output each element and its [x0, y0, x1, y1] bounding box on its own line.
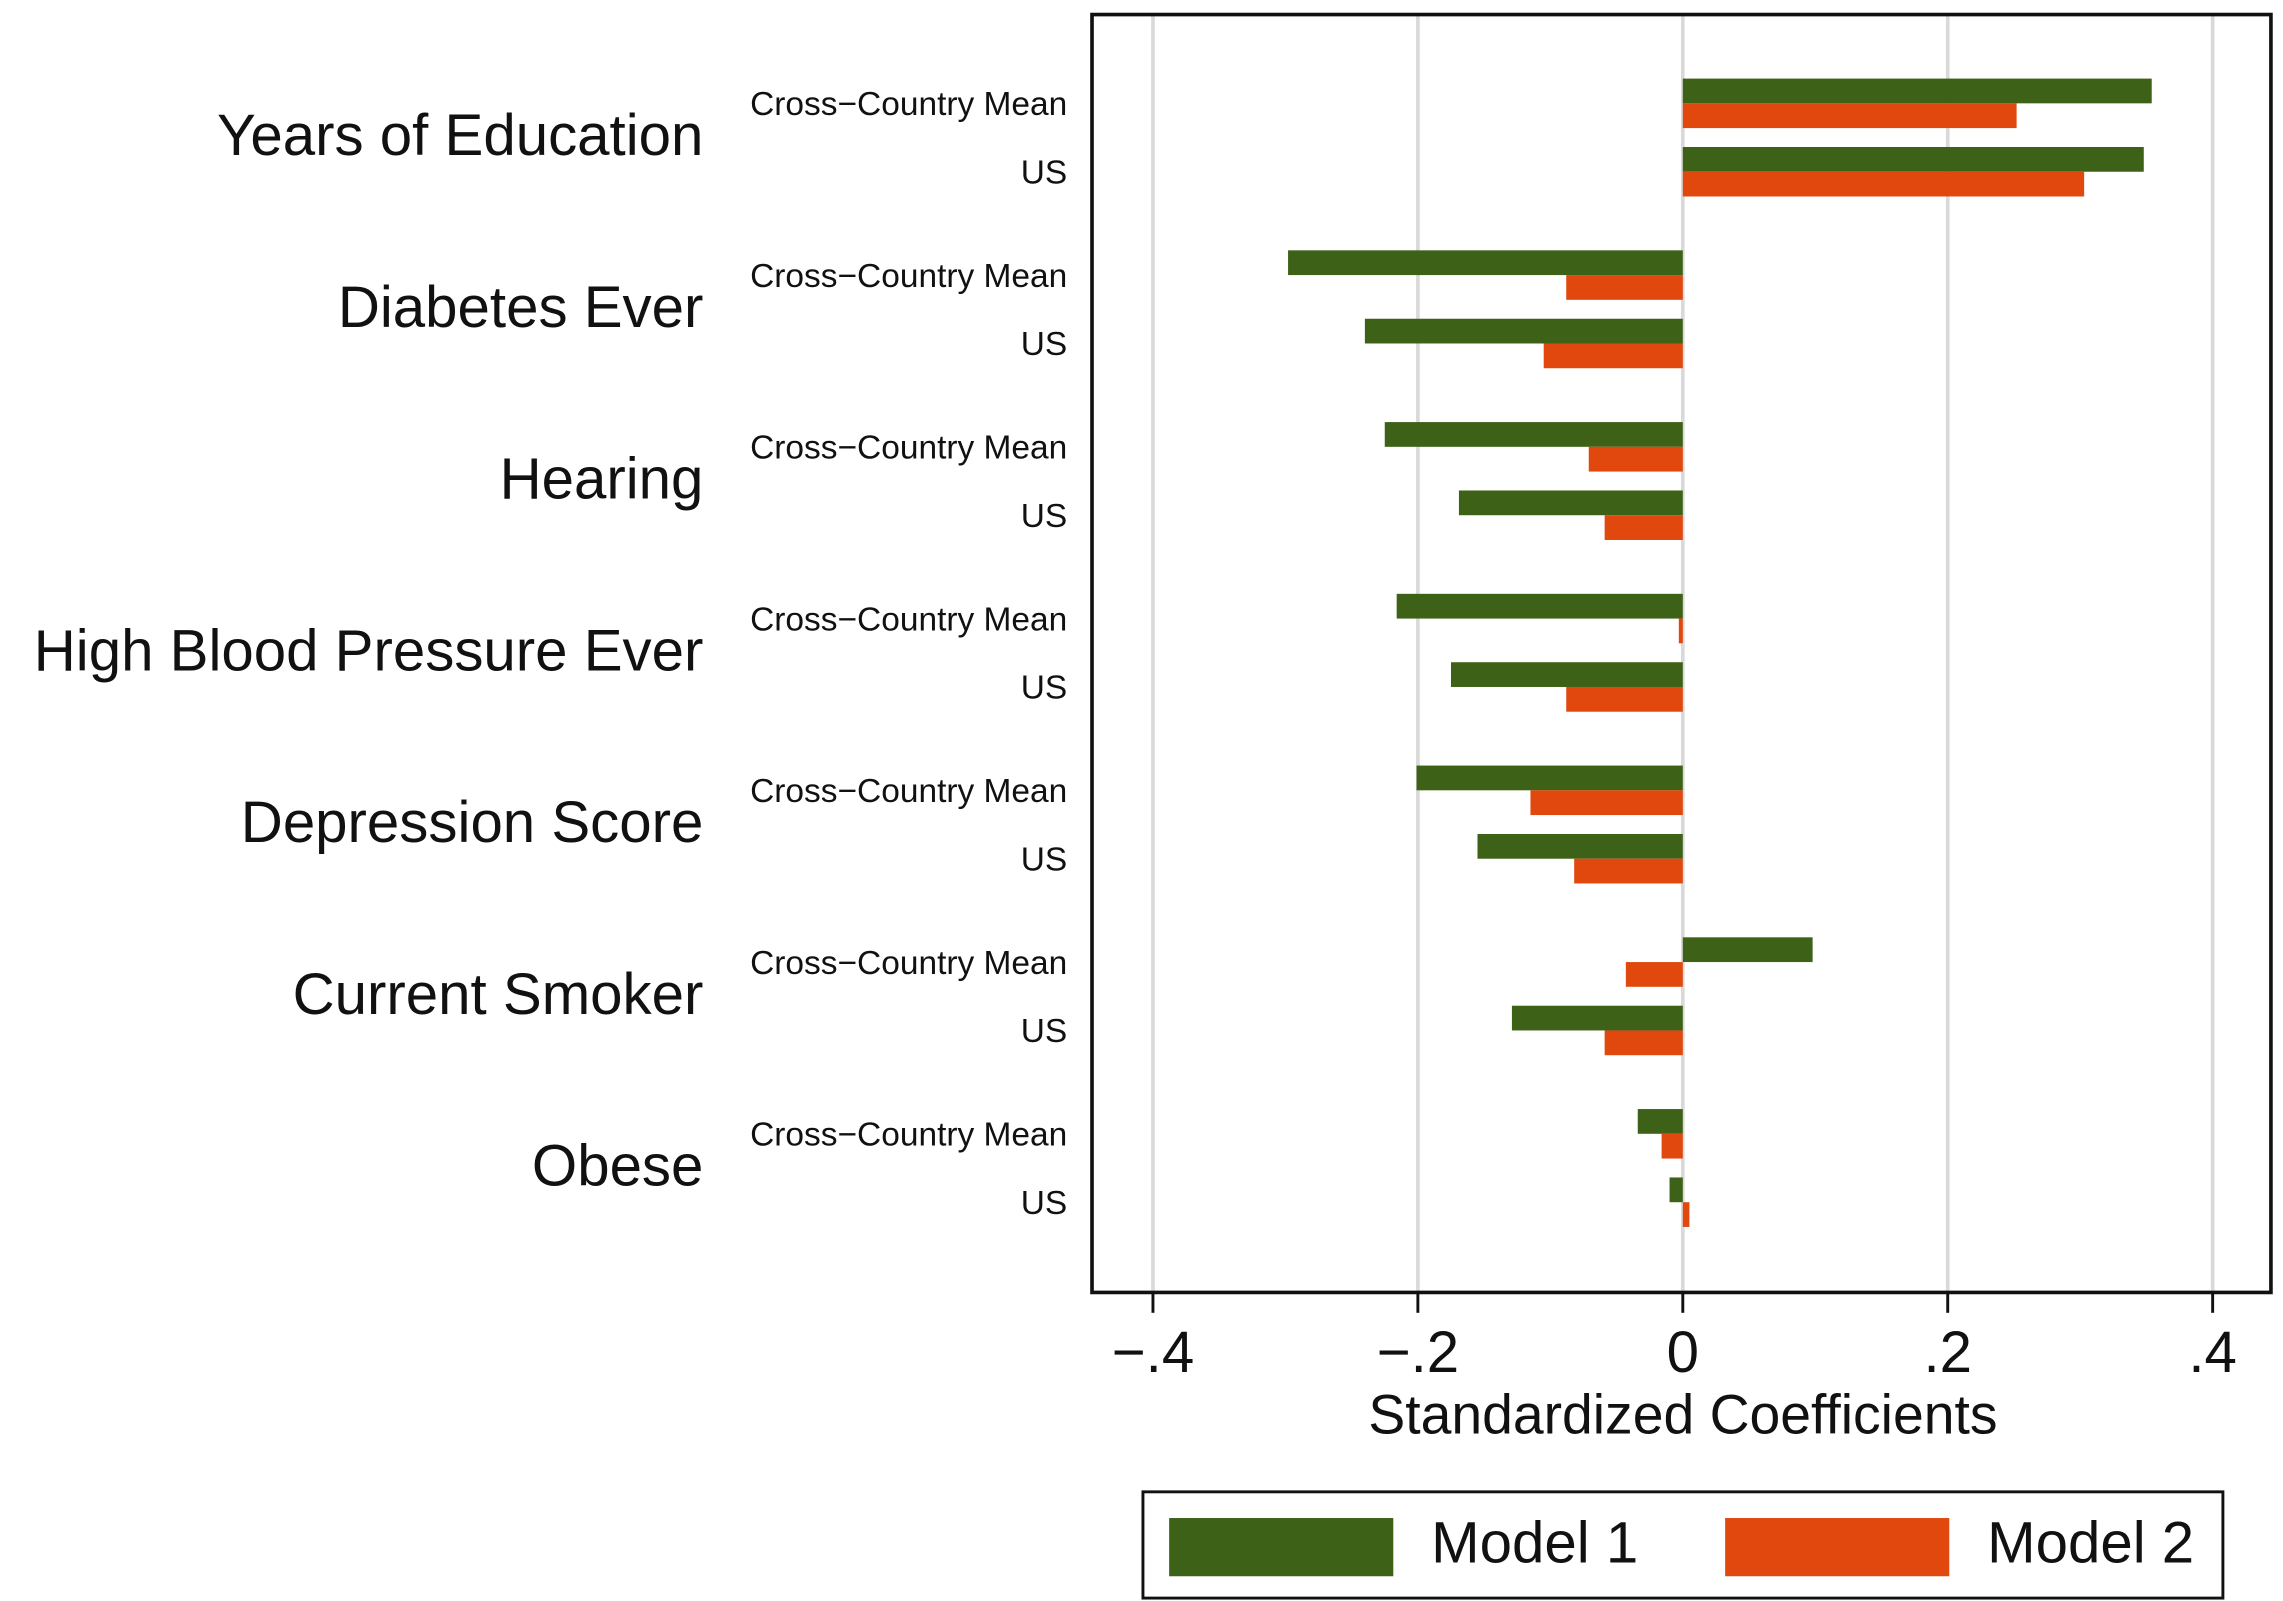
bar — [1678, 618, 1683, 644]
category-label: Cross−Country Mean — [750, 601, 1067, 638]
bar — [1661, 1133, 1683, 1159]
bar — [1574, 858, 1683, 884]
bar — [1450, 662, 1683, 687]
bar — [1682, 103, 2017, 129]
plot-frame — [1090, 12, 2273, 1295]
bar — [1384, 422, 1683, 447]
bar — [1288, 250, 1683, 276]
category-label: Cross−Country Mean — [750, 430, 1067, 467]
bar — [1511, 1005, 1683, 1031]
category-label: Cross−Country Mean — [750, 773, 1067, 810]
group-label: Obese — [532, 1134, 703, 1199]
category-label: US — [1021, 326, 1067, 363]
category-label: US — [1021, 841, 1067, 878]
group-label: Hearing — [500, 447, 704, 512]
bar — [1604, 515, 1683, 540]
bar — [1364, 318, 1683, 344]
x-tick-label: 0 — [1667, 1320, 1699, 1385]
bar — [1588, 446, 1683, 472]
group-label: High Blood Pressure Ever — [34, 618, 704, 683]
bar — [1604, 1030, 1683, 1056]
category-label: US — [1021, 1185, 1067, 1222]
bar — [1458, 490, 1683, 516]
bar — [1566, 275, 1683, 300]
x-tick-label: .2 — [1923, 1320, 1972, 1385]
bar — [1682, 937, 1813, 963]
bar — [1416, 765, 1683, 791]
bar — [1396, 593, 1683, 619]
bar — [1682, 171, 2085, 197]
category-label: Cross−Country Mean — [750, 86, 1067, 123]
legend-box — [1141, 1490, 2225, 1600]
legend-label: Model 2 — [1987, 1511, 2194, 1576]
bar — [1543, 343, 1683, 369]
x-tick-label: .4 — [2188, 1320, 2237, 1385]
legend-swatch — [1725, 1518, 1950, 1577]
legend-swatch — [1169, 1518, 1394, 1577]
group-label: Years of Education — [217, 103, 703, 168]
bar — [1566, 686, 1683, 712]
category-label: US — [1021, 1013, 1067, 1050]
category-label: US — [1021, 498, 1067, 535]
category-label: Cross−Country Mean — [750, 258, 1067, 295]
bar — [1625, 962, 1683, 987]
category-label: Cross−Country Mean — [750, 1117, 1067, 1154]
category-label: US — [1021, 670, 1067, 707]
legend-label: Model 1 — [1431, 1511, 1638, 1576]
bar — [1637, 1109, 1683, 1134]
bar — [1669, 1177, 1683, 1203]
category-label: US — [1021, 154, 1067, 191]
x-tick-label: −.4 — [1112, 1320, 1195, 1385]
x-tick-label: −.2 — [1377, 1320, 1460, 1385]
bar — [1682, 1202, 1690, 1227]
bar — [1682, 147, 2144, 172]
x-axis-title: Standardized Coefficients — [1368, 1384, 1997, 1446]
group-label: Diabetes Ever — [338, 275, 704, 340]
bar — [1477, 833, 1683, 859]
bar — [1530, 790, 1683, 816]
bar — [1682, 78, 2152, 104]
group-label: Depression Score — [241, 790, 704, 855]
category-label: Cross−Country Mean — [750, 945, 1067, 982]
group-label: Current Smoker — [293, 962, 704, 1027]
